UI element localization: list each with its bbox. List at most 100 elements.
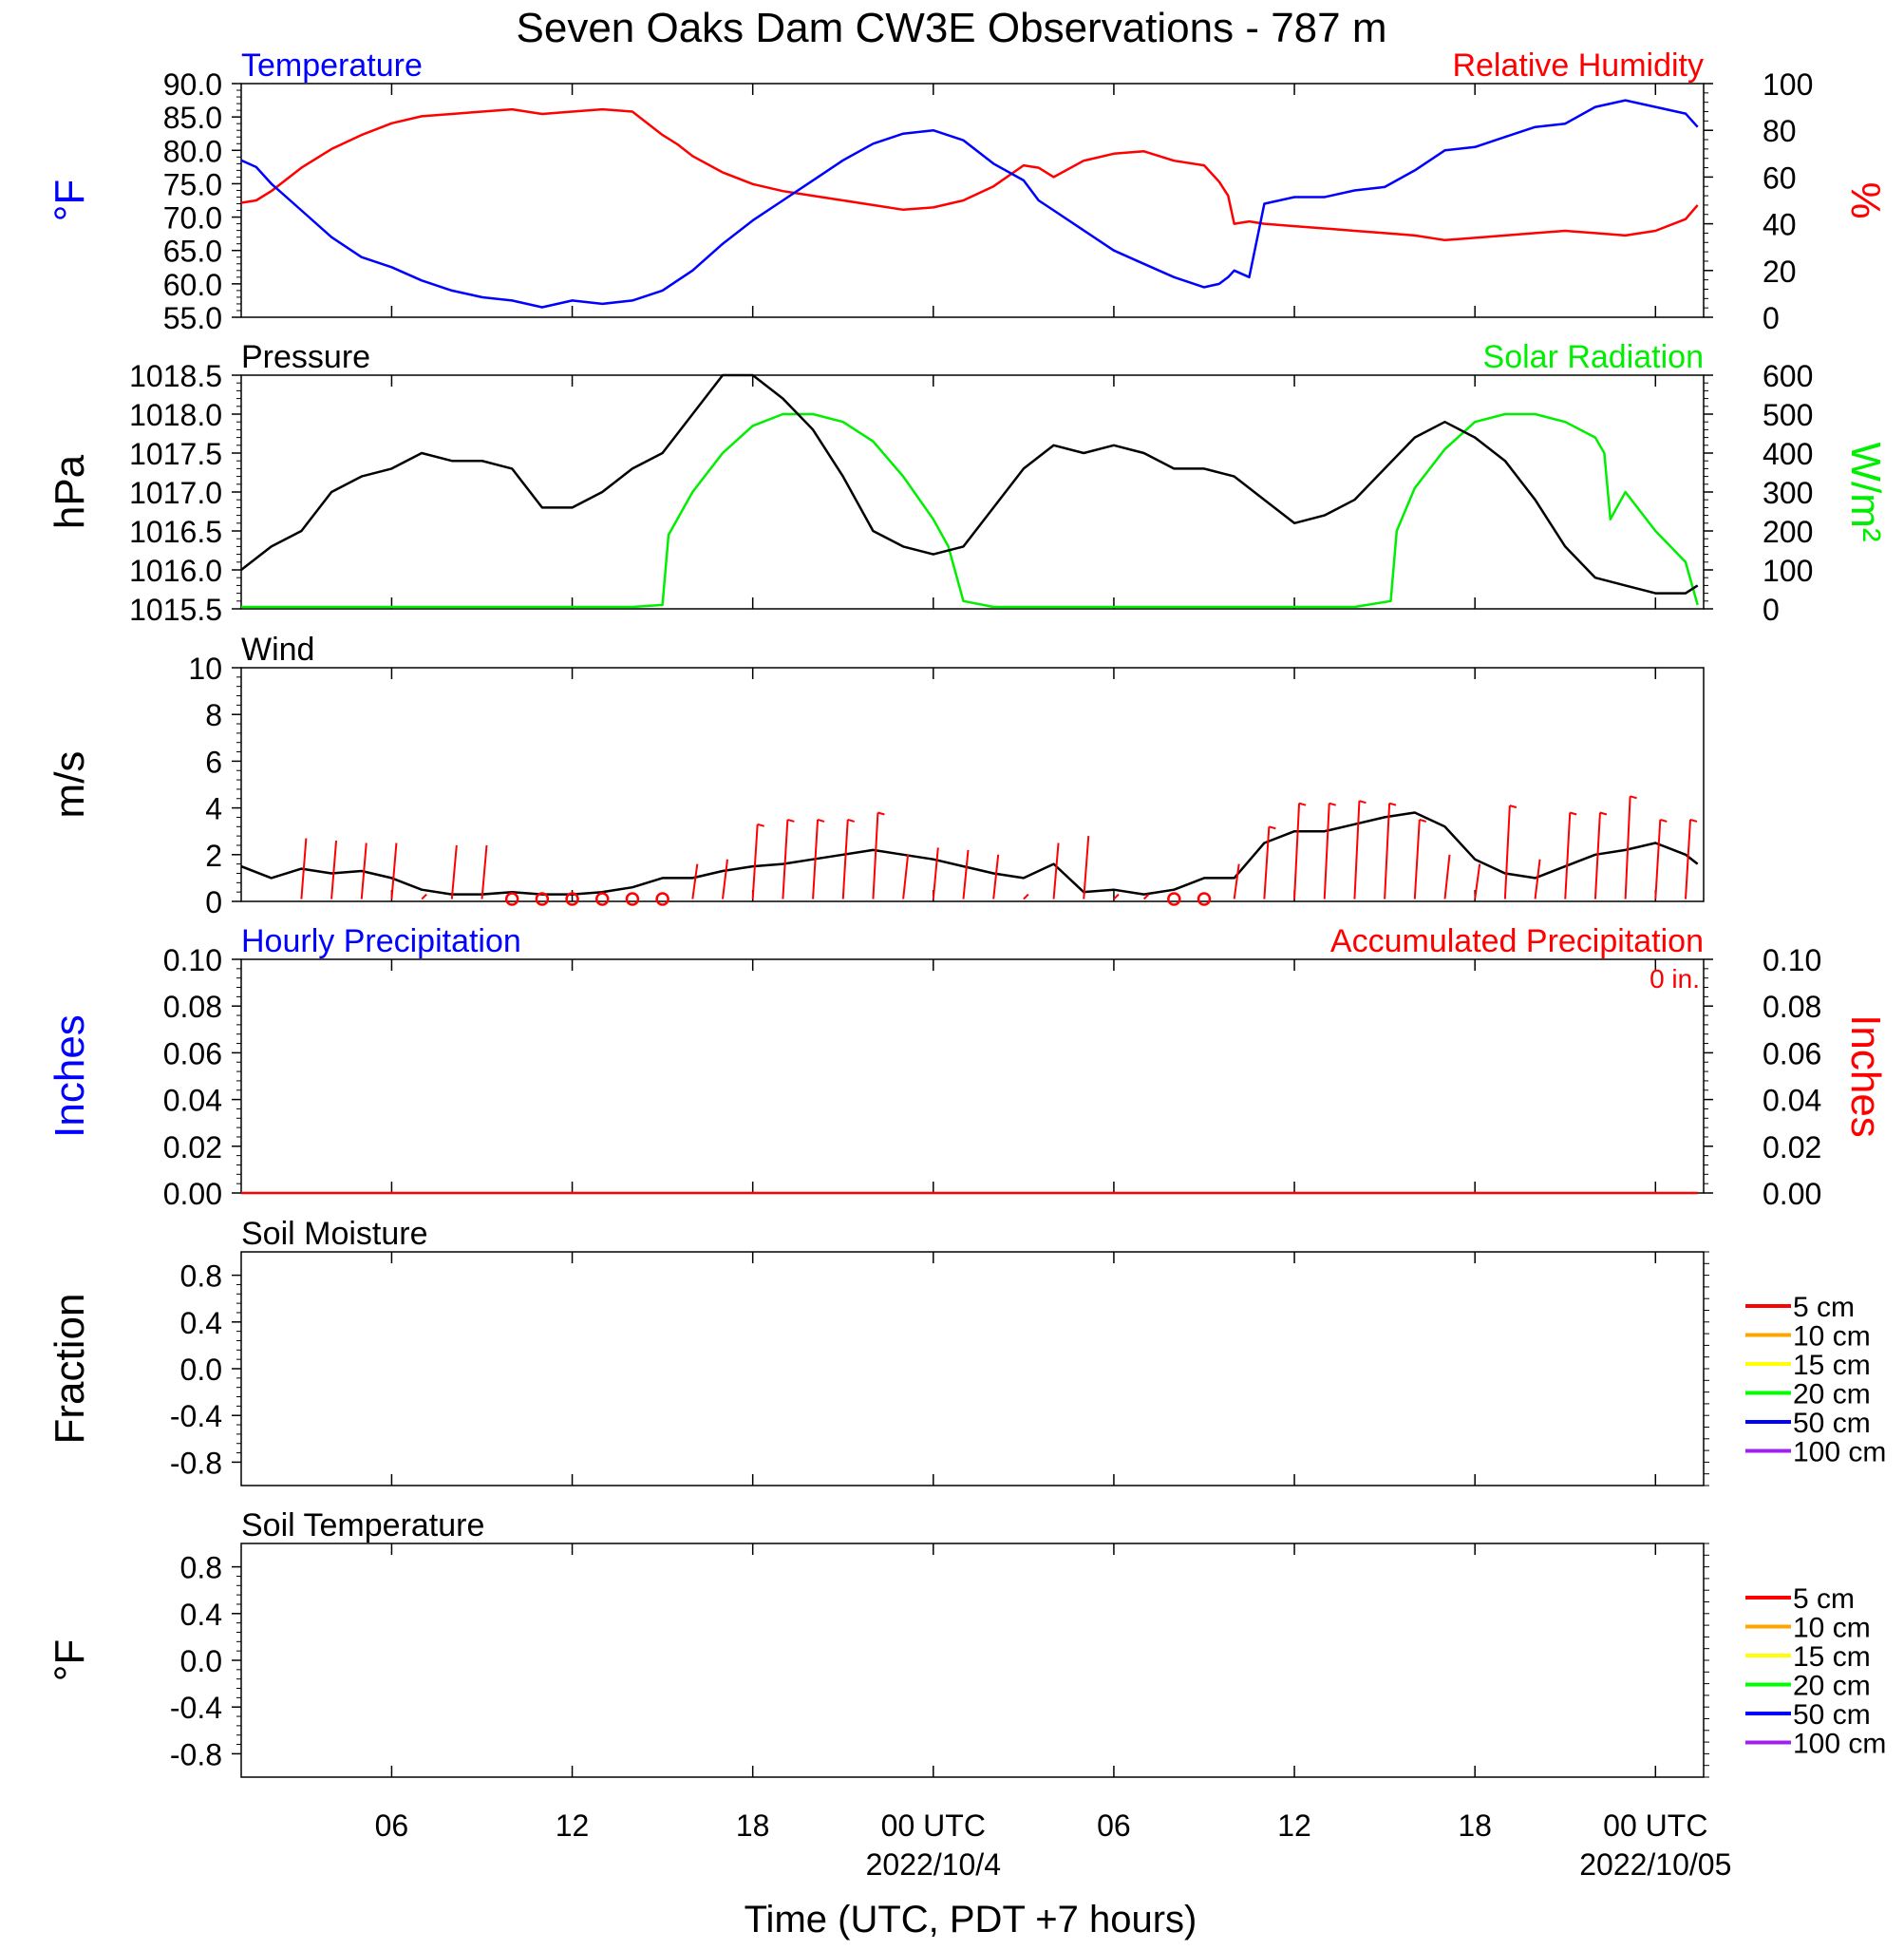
y-tick-label: 0.06: [1763, 1036, 1821, 1070]
soil_temperature-frame: [240, 1543, 1705, 1778]
temp-rh-left-title: Temperature: [241, 47, 423, 84]
wind-frame: [240, 667, 1705, 902]
x-tick-label: 18: [736, 1808, 770, 1843]
y-tick-label: 8: [205, 698, 222, 732]
y-tick-label: 2: [205, 839, 222, 873]
temp_rh-frame: [240, 83, 1705, 318]
pressure-solar-left-title: Pressure: [241, 339, 370, 375]
wind-left-unit: m/s: [47, 751, 93, 819]
y-tick-label: 90.0: [163, 67, 222, 102]
y-tick-label: 0.0: [180, 1353, 222, 1387]
wind-barb: [390, 842, 398, 899]
wind-barb: [1113, 893, 1120, 900]
wind-barb-flag: [1419, 818, 1427, 823]
solar-radiation-line: [241, 412, 1699, 609]
y-tick-label: 1016.5: [129, 515, 222, 549]
pressure-line: [240, 373, 1699, 595]
soil-moisture-legend-label: 15 cm: [1793, 1350, 1871, 1381]
wind-barb: [1023, 893, 1029, 900]
y-tick-label: 0.4: [180, 1306, 222, 1340]
wind-barb: [1263, 826, 1271, 899]
precip-left-title: Hourly Precipitation: [241, 923, 521, 959]
wind-barb: [1474, 863, 1481, 899]
y-tick-label: 0.10: [1763, 943, 1821, 977]
y-tick-label: 0.04: [1763, 1084, 1821, 1118]
y-tick-label: 1018.0: [129, 398, 222, 432]
wind-barb-flag: [1509, 805, 1518, 809]
wind-left-title: Wind: [241, 632, 314, 668]
wind-barb: [1052, 842, 1060, 899]
y-tick-label: 80: [1763, 114, 1797, 148]
wind-barb: [450, 844, 458, 899]
wind-barb: [1413, 819, 1421, 899]
x-date-label: 2022/10/05: [1579, 1847, 1731, 1882]
x-tick-label: 00 UTC: [1603, 1808, 1707, 1843]
y-tick-label: 0.0: [180, 1644, 222, 1678]
soil-temperature-legend-label: 15 cm: [1793, 1641, 1871, 1673]
soil-moisture-legend-label: 50 cm: [1793, 1408, 1871, 1439]
y-tick-label: -0.4: [170, 1399, 222, 1433]
calm-wind-marker: [1197, 892, 1212, 906]
y-tick-label: 0.8: [180, 1551, 222, 1585]
wind-barb: [1384, 803, 1391, 899]
y-tick-label: 65.0: [163, 235, 222, 269]
soil-temperature-legend-label: 5 cm: [1793, 1583, 1855, 1615]
calm-wind-marker: [1167, 892, 1181, 906]
y-tick-label: 10: [188, 652, 222, 686]
y-tick-label: 200: [1763, 515, 1813, 549]
y-tick-label: 70.0: [163, 201, 222, 236]
y-tick-label: 100: [1763, 67, 1813, 102]
wind-barb: [1654, 819, 1662, 899]
pressure-solar-left-unit: hPa: [47, 454, 93, 529]
y-tick-label: 40: [1763, 208, 1797, 242]
wind-barb: [360, 842, 368, 899]
y-tick-label: 500: [1763, 398, 1813, 432]
wind-barb: [1142, 893, 1150, 900]
wind-barb-flag: [817, 818, 825, 823]
soil-temperature-legend-label: 100 cm: [1793, 1729, 1886, 1760]
x-tick-label: 12: [1277, 1808, 1311, 1843]
x-tick-label: 12: [556, 1808, 590, 1843]
wind-barb: [902, 854, 910, 899]
wind-barb: [330, 840, 338, 899]
x-tick-label: 00 UTC: [881, 1808, 986, 1843]
wind-barb-flag: [1388, 802, 1397, 806]
y-tick-label: 0.02: [1763, 1130, 1821, 1164]
wind-speed-line: [240, 811, 1699, 896]
soil-temperature-left-unit: °F: [47, 1639, 93, 1681]
wind-barb: [1083, 836, 1090, 899]
wind-barb: [782, 819, 789, 899]
calm-wind-marker: [504, 892, 519, 906]
calm-wind-marker: [655, 892, 669, 906]
wind-barb: [1293, 803, 1301, 899]
wind-barb-flag: [1660, 818, 1668, 823]
y-tick-label: 0.06: [163, 1036, 222, 1070]
temp-rh-right-title: Relative Humidity: [1452, 47, 1704, 84]
calm-wind-marker: [594, 892, 610, 906]
x-axis-label: Time (UTC, PDT +7 hours): [745, 1899, 1197, 1941]
wind-barb: [992, 854, 1000, 899]
pressure-solar-right-title: Solar Radiation: [1483, 339, 1704, 375]
wind-barb-flag: [1269, 825, 1276, 830]
y-tick-label: -0.8: [170, 1737, 222, 1771]
y-tick-label: 0.00: [163, 1177, 222, 1211]
wind-barb: [1684, 819, 1691, 899]
wind-barb-flag: [1599, 811, 1608, 816]
wind-barb: [872, 812, 879, 899]
wind-barb: [1593, 812, 1601, 899]
wind-barb: [1353, 801, 1361, 899]
calm-wind-marker: [535, 892, 550, 906]
wind-barb: [962, 849, 970, 899]
y-tick-label: 0.08: [163, 990, 222, 1024]
humidity-line: [240, 107, 1699, 242]
precip-left-unit: Inches: [47, 1014, 93, 1138]
x-tick-label: 18: [1458, 1808, 1492, 1843]
wind-barb: [932, 847, 939, 899]
y-tick-label: 1016.0: [129, 554, 222, 588]
wind-barb: [300, 838, 308, 899]
wind-barb: [1443, 854, 1451, 899]
y-tick-label: 1015.5: [129, 593, 222, 627]
y-tick-label: 20: [1763, 255, 1797, 289]
precip-right-title: Accumulated Precipitation: [1330, 923, 1704, 959]
wind-barb-flag: [1689, 818, 1698, 823]
